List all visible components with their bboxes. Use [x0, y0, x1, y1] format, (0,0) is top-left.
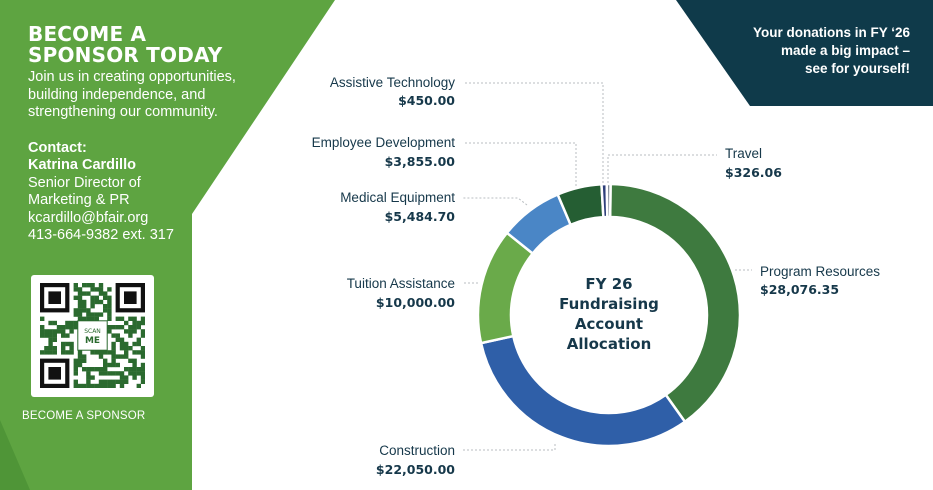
value-tuition-assistance: $10,000.00	[376, 295, 455, 310]
donut-slices	[476, 182, 742, 448]
value-medical-equipment: $5,484.70	[385, 209, 456, 224]
leader-employee-development	[463, 142, 577, 186]
slice-travel	[605, 182, 612, 219]
center-title-line-2: Fundraising	[559, 295, 659, 313]
contact-heading: Contact:	[28, 139, 87, 156]
banner-line1: Your donations in FY ‘26	[752, 25, 910, 40]
slice-labels: Program Resources $28,076.35 Construction $…	[312, 75, 881, 477]
qr-caption[interactable]: BECOME A SPONSOR	[22, 410, 146, 422]
label-assistive-technology: Assistive Technology	[330, 75, 455, 90]
qr-scan-label: SCAN	[84, 328, 101, 335]
leader-lines	[463, 82, 752, 451]
sponsor-heading-line1: BECOME A	[28, 22, 147, 46]
sponsor-heading: BECOME A SPONSOR TODAY	[28, 24, 328, 66]
contact-name: Katrina Cardillo	[28, 157, 136, 173]
impact-banner-text: Your donations in FY ‘26 made a big impa…	[680, 24, 910, 78]
center-title-line-3: Account	[575, 315, 643, 333]
value-assistive-technology: $450.00	[398, 93, 455, 108]
sponsor-heading-line2: SPONSOR TODAY	[28, 43, 223, 67]
contact-title-line1: Senior Director of	[28, 174, 141, 191]
sponsor-intro-text: Join us in creating opportunities, build…	[28, 69, 236, 120]
value-program-resources: $28,076.35	[760, 282, 839, 297]
label-program-resources: Program Resources	[760, 264, 880, 279]
leader-medical-equipment	[463, 197, 528, 206]
value-employee-development: $3,855.00	[385, 154, 456, 169]
slice-tuition-assistance	[476, 231, 535, 345]
banner-line2: made a big impact –	[780, 43, 910, 58]
label-tuition-assistance: Tuition Assistance	[347, 276, 455, 291]
label-medical-equipment: Medical Equipment	[340, 190, 455, 205]
value-construction: $22,050.00	[376, 462, 455, 477]
impact-banner-background	[676, 0, 933, 106]
contact-phone[interactable]: 413-664-9382 ext. 317	[28, 227, 174, 243]
contact-email[interactable]: kcardillo@bfair.org	[28, 209, 149, 226]
banner-line3: see for yourself!	[804, 61, 910, 76]
contact-title-line2: Marketing & PR	[28, 192, 130, 208]
leader-travel	[607, 154, 717, 183]
leader-assistive-technology	[463, 82, 604, 183]
qr-me-label: ME	[85, 336, 100, 346]
sponsor-info: BECOME A SPONSOR TODAY Join us in creati…	[28, 24, 328, 245]
label-travel: Travel	[725, 146, 762, 161]
value-travel: $326.06	[725, 165, 782, 180]
leader-construction	[463, 444, 556, 451]
chart-center-title: FY 26 Fundraising Account Allocation	[559, 275, 659, 353]
center-title-line-1: FY 26	[585, 275, 632, 293]
center-title-line-4: Allocation	[567, 335, 652, 353]
slice-program-resources	[608, 182, 742, 424]
label-employee-development: Employee Development	[312, 135, 456, 150]
qr-code-card[interactable]: SCAN ME	[31, 275, 154, 397]
label-construction: Construction	[379, 443, 455, 458]
